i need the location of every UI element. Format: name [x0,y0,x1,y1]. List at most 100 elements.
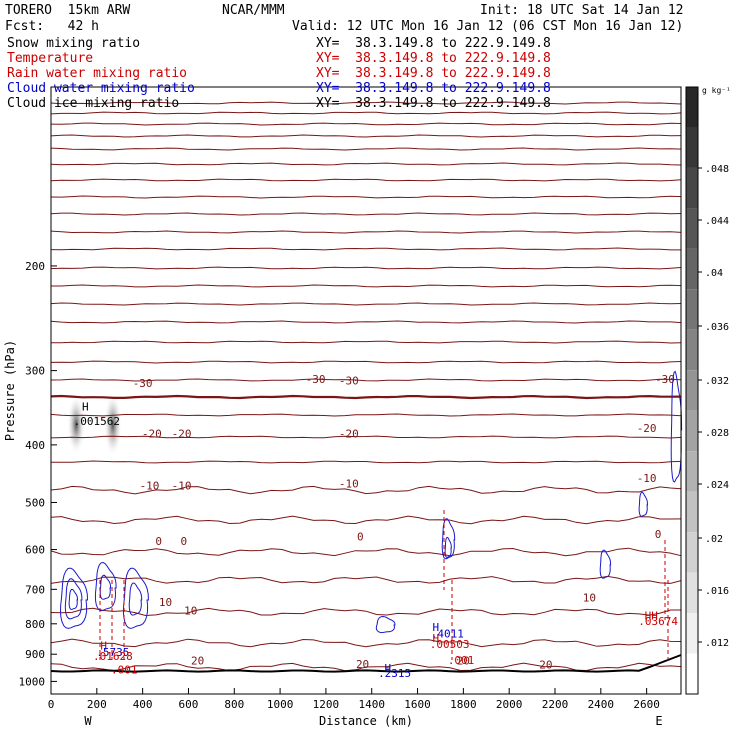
field-annotation: .00503 [430,638,470,651]
colorbar-segment [686,208,698,249]
colorbar-segment [686,329,698,371]
isotherm [50,147,682,151]
colorbar-segment [686,613,698,654]
colorbar-tick-label: .012 [705,638,729,649]
isotherm [50,162,682,166]
cloud-water-contour [444,536,452,559]
isotherm-label: 20 [191,654,204,667]
field-annotation: H [384,662,391,675]
isotherm-label: -30 [339,375,359,388]
contour-field [50,101,683,673]
cloud-water-contour [670,370,683,483]
isotherm [50,638,682,648]
isotherm-label: 0 [155,535,162,548]
x-tick-label: 400 [133,698,153,711]
colorbar-segment [686,167,698,209]
colorbar-tick-label: .02 [705,534,723,545]
isotherm [50,195,682,199]
legend-label: Snow mixing ratio [7,36,141,51]
colorbar-segment [686,127,698,168]
colorbar-segment [686,87,698,128]
annotations: -30 -30 -30 -30 -20 -20 -20 -20 -10 -10 -10 -10 0 0 0 0… [74,373,679,680]
isotherm [50,360,682,364]
y-tick-label: 600 [25,544,45,557]
colorbar-segment [686,289,698,330]
isotherm [50,320,682,324]
end-label-west: W [84,714,92,728]
field-annotation: .5735 [96,646,129,659]
colorbar-tick-label: .048 [705,164,729,175]
colorbar-segment [686,410,698,452]
model-title: TORERO 15km ARW [5,3,131,18]
isotherm [50,547,682,557]
colorbar-tick-label: .044 [705,216,729,227]
field-annotation: H [433,632,440,645]
isotherm [50,111,682,115]
isotherm-label: 20 [356,658,369,671]
field-annotation: .2315 [378,667,411,680]
cloud-water-contour [122,567,149,629]
x-tick-label: 2600 [633,698,660,711]
plot-frame [50,86,682,695]
isotherm-label: 10 [583,591,596,604]
cloud-water-contour [128,582,143,616]
field-annotation: H [82,401,89,414]
x-axis-label: Distance (km) [319,714,413,728]
isotherm [50,435,682,439]
isotherm [50,266,682,270]
field-annotation: .001 [111,664,138,677]
field-annotation: H [433,621,440,634]
snow-shading [103,392,122,457]
forecast-hour: Fcst: 42 h [5,19,99,34]
isotherm [50,378,682,382]
isotherm [50,575,682,584]
init-time: Init: 18 UTC Sat 14 Jan 12 [480,3,684,18]
x-tick-label: 200 [87,698,107,711]
legend-label: Rain water mixing ratio [7,66,188,81]
y-tick-label: 700 [25,583,45,596]
x-tick-label: 1000 [267,698,294,711]
isotherm [50,394,682,400]
colorbar-segment [686,370,698,411]
colorbar-segment [686,653,698,694]
colorbar-tick-label: .04 [705,268,723,279]
colorbar-tick-label: .036 [705,322,729,333]
end-label-east: E [655,714,662,728]
isotherm-label: 20 [457,654,470,667]
org-title: NCAR/MMM [222,3,285,18]
colorbar-tick-label: .024 [705,480,729,491]
isotherm-label: -20 [172,428,192,441]
isotherm-label: -10 [637,472,657,485]
isotherm-label: 0 [181,535,188,548]
colorbar-tick-label: .032 [705,376,729,387]
field-annotation: .4011 [431,627,464,640]
field-annotation: H [100,639,107,652]
cloud-water-contour [99,574,112,600]
colorbar-segment [686,451,698,492]
colorbar-unit: g kg⁻¹ [702,86,731,95]
cloud-water-contour [599,549,612,579]
isotherm [50,413,682,417]
isotherm [51,284,682,288]
isotherm-label: -20 [637,422,657,435]
x-tick-label: 1400 [358,698,385,711]
isotherm [50,247,681,251]
isotherm-label: -30 [306,373,326,386]
isotherm-label: -10 [140,479,160,492]
y-tick-label: 300 [25,365,45,378]
y-tick-label: 1000 [19,675,46,688]
isotherm [50,178,682,182]
colorbar-segment [686,532,698,573]
legend-xy: XY= 38.3.149.8 to 222.9.149.8 [316,36,551,51]
isotherm-label: -30 [133,377,153,390]
isotherm [50,607,681,617]
field-annotation: HH [645,610,658,623]
x-tick-label: 2200 [542,698,569,711]
valid-time: Valid: 12 UTC Mon 16 Jan 12 (06 CST Mon … [292,19,684,34]
isotherm [50,230,682,234]
x-tick-label: 0 [48,698,55,711]
colorbar-tick-label: .016 [705,586,729,597]
legend-xy: XY= 38.3.149.8 to 222.9.149.8 [316,96,551,111]
field-annotation: .01628 [93,650,133,663]
